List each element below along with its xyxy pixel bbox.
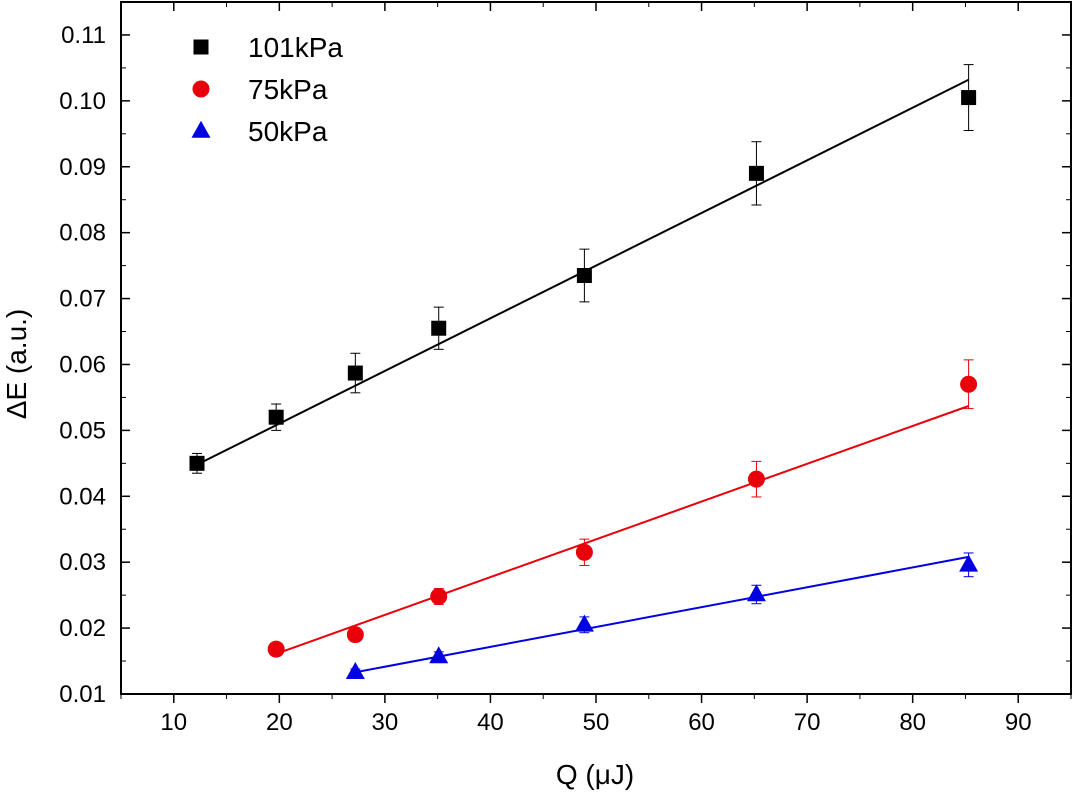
axes: 10 20 30 40 50 60 70 80 90 0.01 0.02 0.03 0.04 0.05 0.…: [59, 1, 1072, 736]
data-point-101kPa: [748, 165, 764, 181]
y-tick-label: 0.03: [59, 549, 106, 576]
legend-marker-101kPa: [193, 39, 209, 55]
x-axis-title: Q (μJ): [556, 759, 634, 790]
legend: 101kPa 75kPa 50kPa: [191, 32, 343, 147]
y-tick-label: 0.02: [59, 615, 106, 642]
legend-label: 50kPa: [248, 116, 328, 147]
data-point-75kPa: [960, 375, 978, 393]
data-point-75kPa: [267, 640, 285, 658]
y-tick-label: 0.05: [59, 417, 106, 444]
plot-area: [189, 64, 979, 680]
x-tick-label: 30: [372, 709, 399, 736]
fit-line-75kPa: [275, 405, 969, 655]
y-tick-label: 0.08: [59, 220, 106, 247]
data-point-50kPa: [345, 662, 365, 680]
x-tick-label: 50: [583, 709, 610, 736]
y-axis-title: ΔE (a.u.): [1, 309, 32, 420]
data-point-101kPa: [189, 455, 205, 471]
y-tick-label: 0.06: [59, 351, 106, 378]
x-tick-label: 10: [160, 709, 187, 736]
x-tick-label: 90: [1005, 709, 1032, 736]
legend-label: 75kPa: [248, 74, 328, 105]
data-point-50kPa: [429, 646, 449, 664]
y-tick-label: 0.09: [59, 154, 106, 181]
y-tick-label: 0.04: [59, 483, 106, 510]
y-tick-label: 0.07: [59, 286, 106, 313]
x-tick-label: 80: [899, 709, 926, 736]
data-point-101kPa: [961, 90, 977, 106]
data-point-75kPa: [747, 470, 765, 488]
data-point-101kPa: [576, 268, 592, 284]
x-tick-label: 20: [266, 709, 293, 736]
data-point-50kPa: [574, 614, 594, 632]
y-tick-label: 0.11: [61, 22, 106, 49]
data-point-75kPa: [575, 543, 593, 561]
fit-line-50kPa: [355, 555, 969, 674]
legend-label: 101kPa: [248, 32, 343, 63]
x-tick-label: 40: [477, 709, 504, 736]
data-point-75kPa: [346, 626, 364, 644]
data-point-50kPa: [959, 554, 979, 572]
data-point-101kPa: [347, 365, 363, 381]
y-tick-label: 0.01: [59, 681, 106, 708]
legend-marker-50kPa: [191, 120, 211, 138]
plot-frame: [120, 1, 1072, 695]
data-point-101kPa: [268, 409, 284, 425]
x-tick-label: 60: [688, 709, 715, 736]
legend-marker-75kPa: [192, 80, 210, 98]
x-tick-label: 70: [794, 709, 821, 736]
data-point-101kPa: [431, 320, 447, 336]
data-point-75kPa: [430, 587, 448, 605]
data-point-50kPa: [746, 584, 766, 602]
y-tick-label: 0.10: [59, 88, 106, 115]
